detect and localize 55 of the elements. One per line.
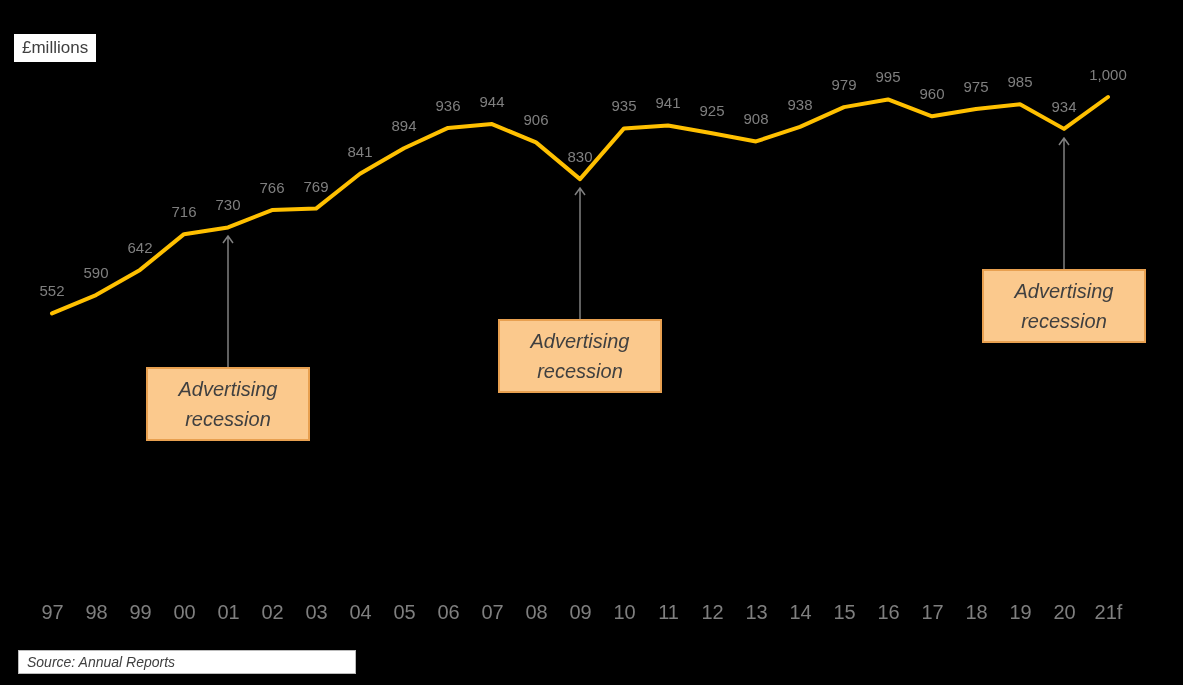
data-label: 975 (963, 78, 989, 96)
x-tick-label: 03 (305, 600, 328, 623)
x-tick-label: 13 (745, 600, 768, 623)
data-label: 766 (259, 179, 285, 197)
x-tick-label: 99 (129, 600, 152, 623)
x-tick-label: 97 (41, 600, 64, 623)
data-label: 960 (919, 85, 945, 103)
x-tick-label: 18 (965, 600, 988, 623)
y-axis-title: £millions (14, 34, 97, 62)
x-tick-label: 01 (217, 600, 240, 623)
data-label: 830 (567, 148, 593, 166)
data-label: 841 (347, 142, 373, 160)
x-tick-label: 98 (85, 600, 108, 623)
x-tick-label: 19 (1009, 600, 1032, 623)
data-label: 894 (391, 117, 417, 135)
x-tick-label: 00 (173, 600, 196, 623)
data-label: 730 (215, 196, 241, 214)
x-tick-label: 04 (349, 600, 372, 623)
x-tick-label: 05 (393, 600, 416, 623)
data-label: 642 (127, 238, 153, 256)
x-tick-label: 07 (481, 600, 504, 623)
data-label: 935 (611, 97, 637, 115)
x-tick-label: 14 (789, 600, 812, 623)
x-tick-label: 10 (613, 600, 636, 623)
data-label: 769 (303, 177, 329, 195)
annotation: Advertising recession (528, 329, 631, 385)
x-tick-label: 11 (658, 600, 679, 623)
data-label: 985 (1007, 73, 1033, 91)
source-note: Source: Annual Reports (18, 650, 356, 674)
x-tick-label: 09 (569, 600, 592, 623)
data-label: 941 (655, 94, 681, 112)
data-label: 590 (83, 264, 109, 282)
data-label: 936 (435, 96, 461, 114)
x-tick-label: 08 (525, 600, 548, 623)
x-tick-label: 20 (1053, 600, 1076, 623)
annotation: Advertising recession (176, 377, 279, 433)
data-label: 908 (743, 110, 769, 128)
annotation: Advertising recession (1012, 278, 1115, 334)
data-label: 716 (171, 203, 197, 221)
data-label: 995 (875, 68, 901, 86)
data-label: 979 (831, 76, 857, 94)
x-tick-label: 12 (701, 600, 724, 623)
data-label: 934 (1051, 97, 1077, 115)
data-label: 1,000 (1089, 66, 1127, 83)
x-tick-label: 06 (437, 600, 460, 623)
x-tick-label: 15 (833, 600, 856, 623)
data-label: 944 (479, 93, 505, 111)
x-tick-label: 21f (1094, 600, 1123, 623)
data-label: 938 (787, 95, 813, 113)
x-tick-label: 16 (877, 600, 900, 623)
data-label: 906 (523, 111, 549, 129)
data-label: 925 (699, 102, 725, 120)
x-tick-label: 02 (261, 600, 284, 623)
x-tick-label: 17 (921, 600, 944, 623)
data-label: 552 (39, 282, 65, 300)
